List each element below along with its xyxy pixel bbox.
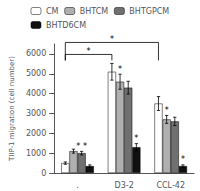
svg-text:BHTGPCM: BHTGPCM bbox=[129, 7, 169, 16]
svg-text:.: . bbox=[76, 181, 79, 190]
svg-text:0: 0 bbox=[41, 169, 46, 178]
svg-text:* *: * * bbox=[76, 142, 87, 151]
svg-text:*: * bbox=[134, 134, 138, 143]
svg-text:CM: CM bbox=[46, 7, 59, 16]
svg-text:D3-2: D3-2 bbox=[115, 181, 134, 190]
svg-text:1000: 1000 bbox=[26, 149, 46, 158]
svg-text:*: * bbox=[110, 35, 114, 44]
svg-text:*: * bbox=[118, 65, 122, 74]
svg-text:BHTCM: BHTCM bbox=[80, 7, 109, 16]
svg-text:2000: 2000 bbox=[26, 129, 46, 138]
svg-text:CCL-42: CCL-42 bbox=[156, 181, 185, 190]
svg-text:BHTD6CM: BHTD6CM bbox=[46, 21, 86, 30]
svg-text:*: * bbox=[165, 106, 169, 115]
svg-text:TIIP-1 migration (cell number): TIIP-1 migration (cell number) bbox=[8, 56, 16, 162]
svg-text:6000: 6000 bbox=[26, 49, 46, 58]
svg-text:5000: 5000 bbox=[26, 69, 46, 78]
svg-text:4000: 4000 bbox=[26, 89, 46, 98]
svg-text:*: * bbox=[181, 155, 185, 164]
svg-text:*: * bbox=[87, 47, 91, 56]
svg-text:3000: 3000 bbox=[26, 109, 46, 118]
